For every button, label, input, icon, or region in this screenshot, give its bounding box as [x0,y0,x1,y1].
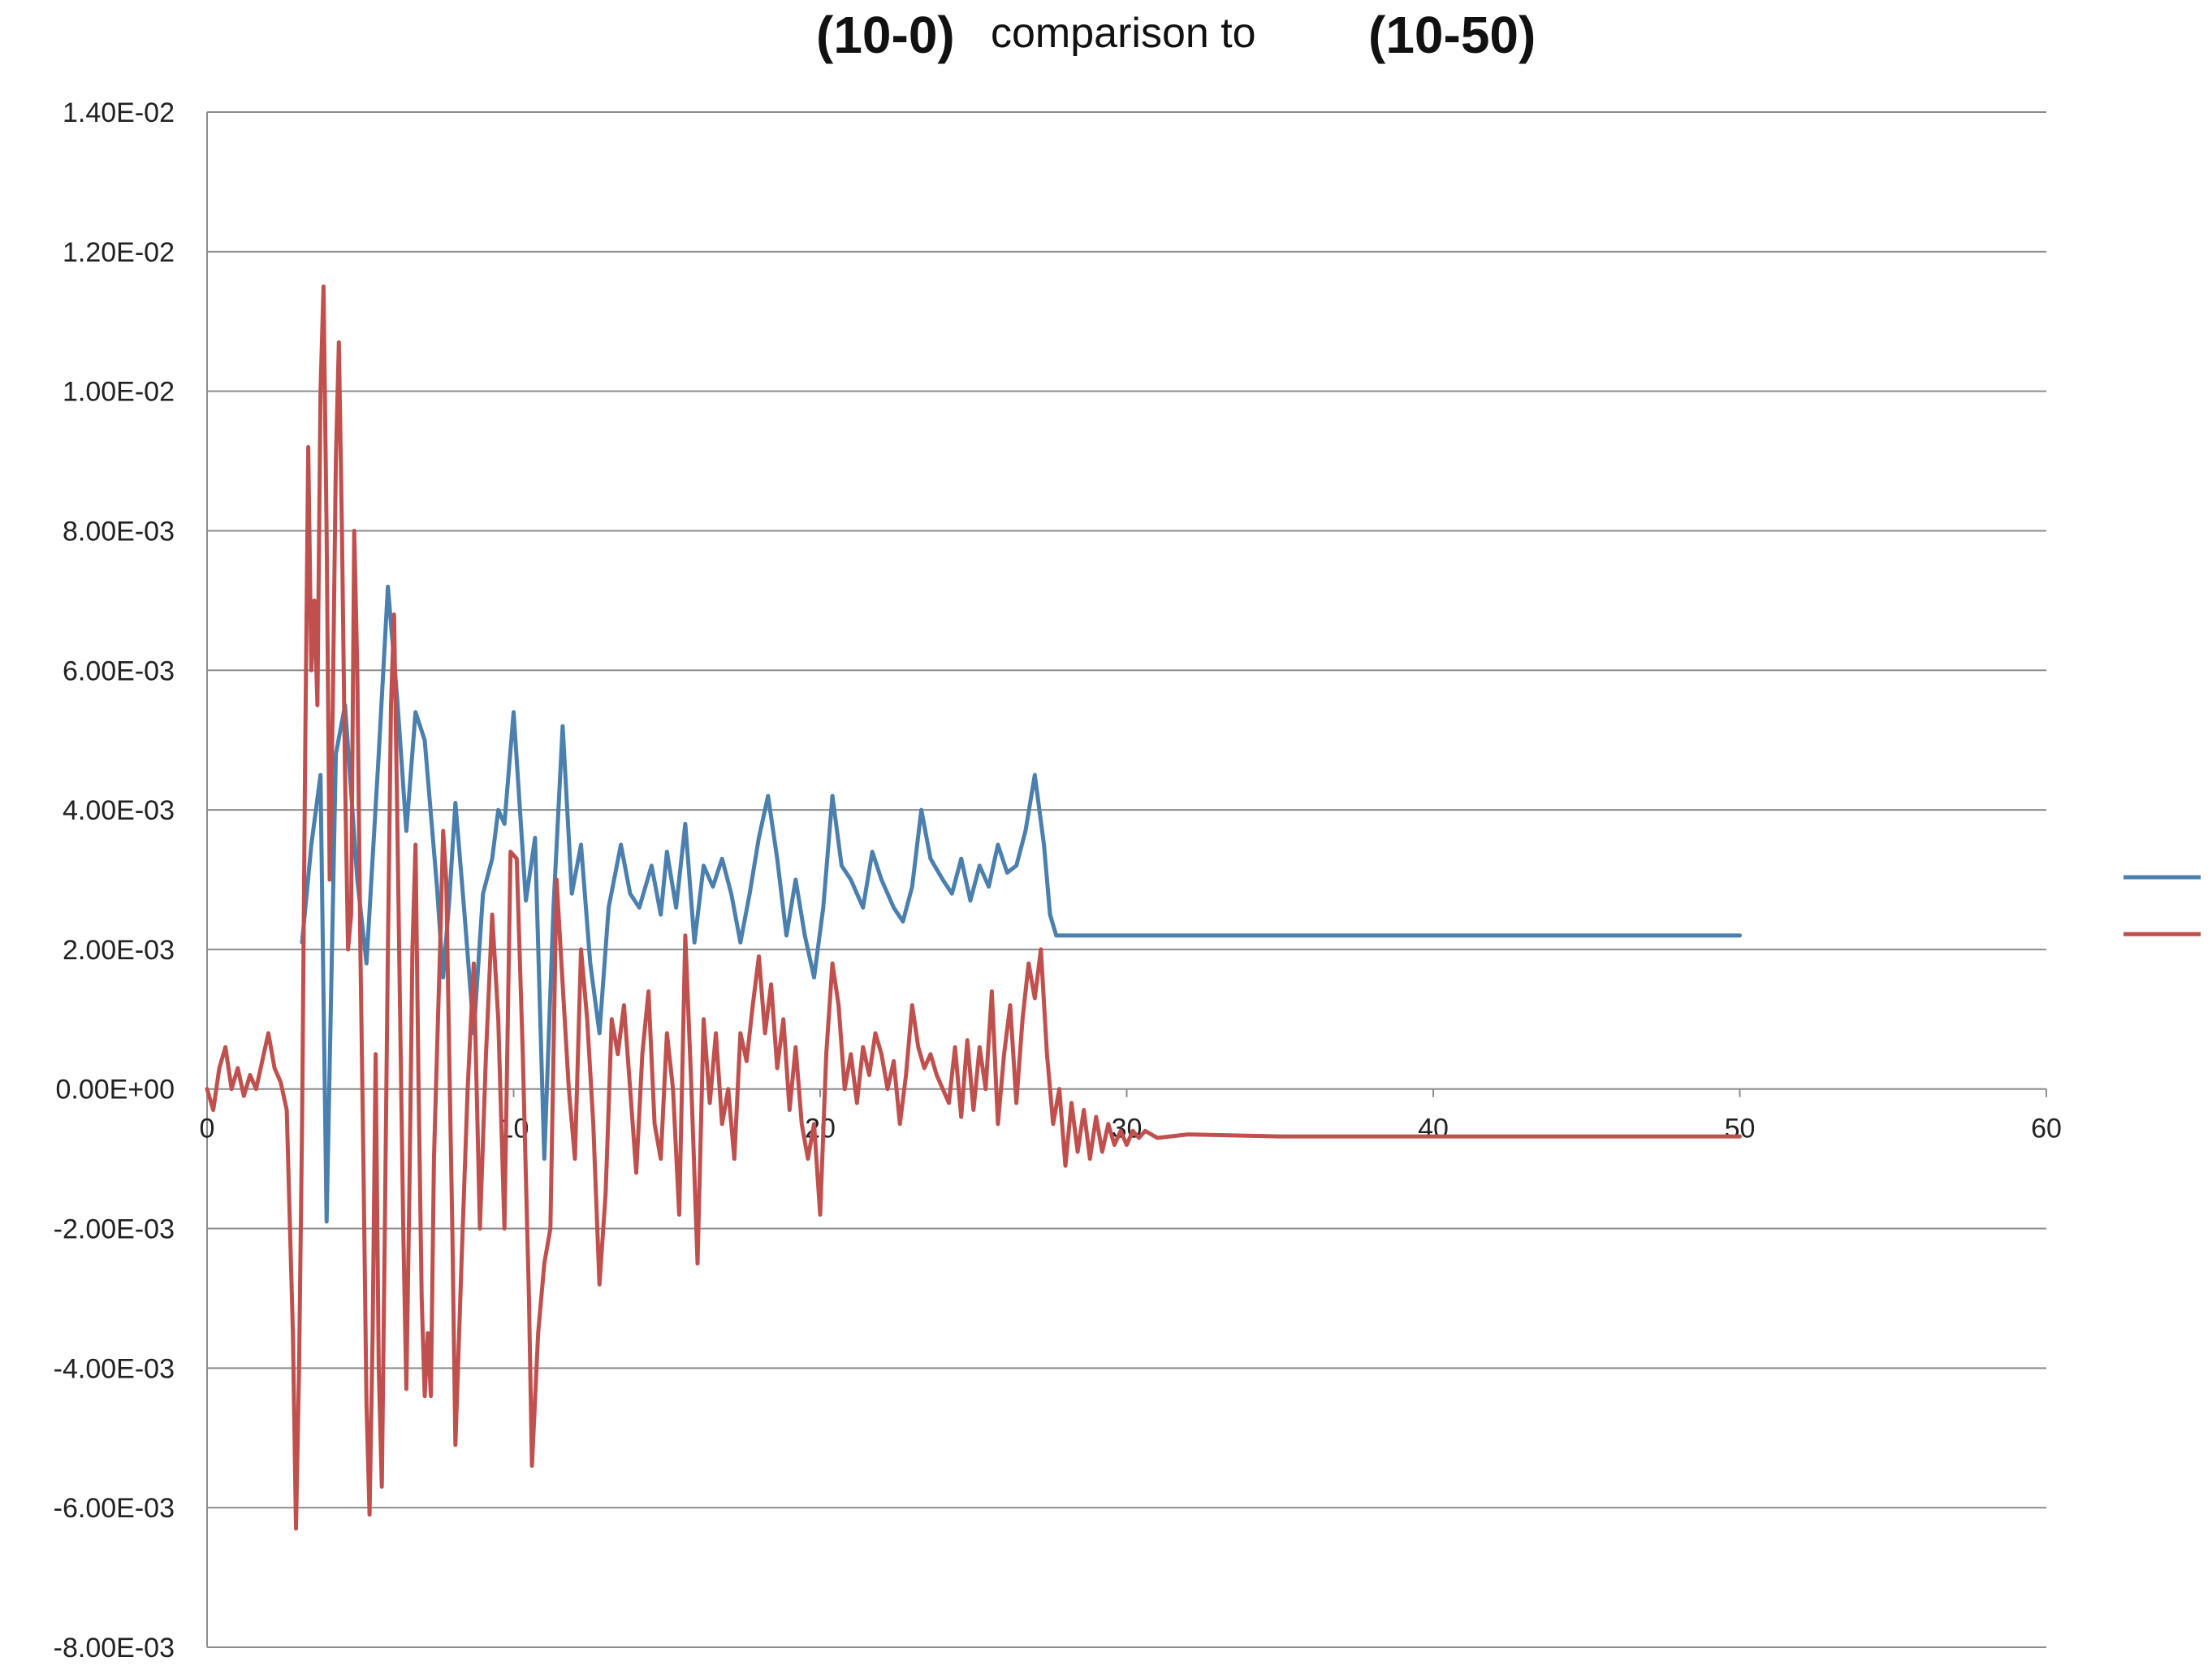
series-line-2 [205,284,1742,1531]
y-tick-label: 1.00E-02 [63,377,175,408]
y-tick-label: -4.00E-03 [54,1353,175,1384]
x-tick-label: 50 [1725,1114,1756,1144]
y-tick-label: 4.00E-03 [63,795,175,826]
x-tick-label: 0 [200,1114,215,1144]
gridlines [207,111,2046,1648]
y-tick-label: 1.20E-02 [63,237,175,268]
y-tick-label: 8.00E-03 [63,516,175,547]
title-part-3: (10-50) [1368,6,1536,64]
x-tick-label: 60 [2031,1114,2062,1144]
title-part-1: (10-0) [816,6,955,64]
y-tick-label: -6.00E-03 [54,1493,175,1524]
y-tick-label: -8.00E-03 [54,1633,175,1664]
title-part-2: comparison to [991,10,1256,57]
x-tick-label: 40 [1418,1114,1449,1144]
y-tick-label: 1.40E-02 [63,97,175,128]
y-tick-label: -2.00E-03 [54,1214,175,1245]
y-axis-tick-labels: 1.40E-02 1.20E-02 1.00E-02 8.00E-03 6.00E-03… [54,97,175,1664]
series-lines [205,284,1742,1531]
legend [2123,875,2201,937]
chart-title: (10-0) comparison to (10-50) [816,6,1536,64]
y-tick-label: 2.00E-03 [63,935,175,966]
y-tick-label: 6.00E-03 [63,655,175,686]
y-tick-label: 0.00E+00 [55,1075,175,1105]
axes [206,112,2047,1647]
